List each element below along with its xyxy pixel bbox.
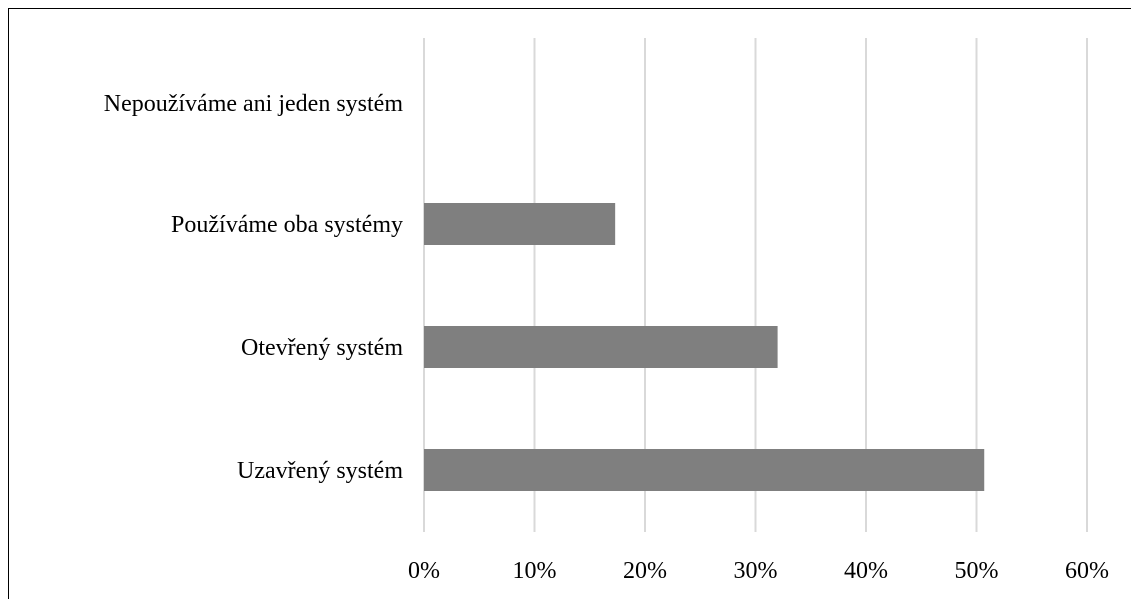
tick-labels: 0% 10% 20% 30% 40% 50% 60% [408, 558, 1109, 584]
bars [424, 203, 985, 491]
tick-label-30: 30% [734, 558, 778, 584]
tick-label-0: 0% [408, 558, 440, 584]
tick-label-40: 40% [844, 558, 888, 584]
category-label-2: Otevřený systém [241, 335, 403, 361]
bar-1 [424, 203, 616, 245]
chart-frame [8, 8, 1131, 599]
category-label-3: Uzavřený systém [237, 458, 403, 484]
tick-label-10: 10% [513, 558, 557, 584]
tick-label-60: 60% [1065, 558, 1109, 584]
category-labels: Nepoužíváme ani jeden systém Používáme ob… [104, 91, 404, 484]
bar-3 [424, 449, 985, 491]
tick-label-50: 50% [955, 558, 999, 584]
category-label-0: Nepoužíváme ani jeden systém [104, 91, 404, 117]
tick-label-20: 20% [623, 558, 667, 584]
bar-2 [424, 326, 778, 368]
category-label-1: Používáme oba systémy [171, 212, 403, 238]
